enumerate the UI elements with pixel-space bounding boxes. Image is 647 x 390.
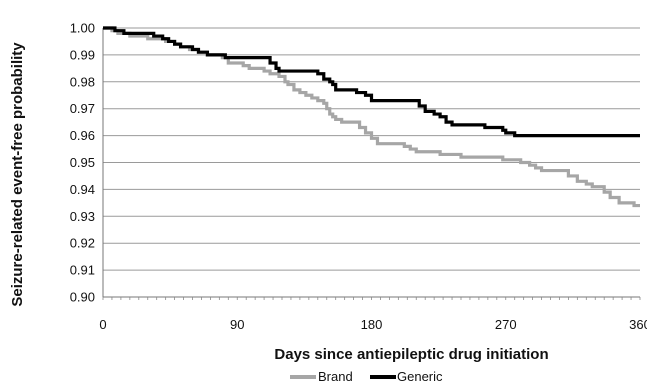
- y-tick-label: 0.99: [70, 47, 95, 62]
- y-tick-label: 1.00: [70, 21, 95, 36]
- x-tick-label: 90: [230, 317, 244, 332]
- legend-label-generic: Generic: [397, 369, 443, 384]
- x-tick-label: 0: [99, 317, 106, 332]
- y-tick-label: 0.97: [70, 101, 95, 116]
- y-tick-label: 0.96: [70, 128, 95, 143]
- y-tick-label: 0.92: [70, 236, 95, 251]
- series-generic-line: [103, 26, 640, 138]
- x-tick-label: 360: [629, 317, 647, 332]
- y-tick-label: 0.98: [70, 74, 95, 89]
- x-axis-title: Days since antiepileptic drug initiation: [274, 346, 548, 363]
- y-tick-label: 0.93: [70, 209, 95, 224]
- y-tick-label: 0.90: [70, 290, 95, 305]
- x-tick-label: 270: [495, 317, 517, 332]
- y-axis-title: Seizure-related event-free probability: [9, 42, 26, 307]
- y-tick-label: 0.91: [70, 263, 95, 278]
- x-tick-label: 180: [361, 317, 383, 332]
- y-tick-label: 0.94: [70, 182, 95, 197]
- legend-label-brand: Brand: [318, 369, 353, 384]
- y-tick-label: 0.95: [70, 155, 95, 170]
